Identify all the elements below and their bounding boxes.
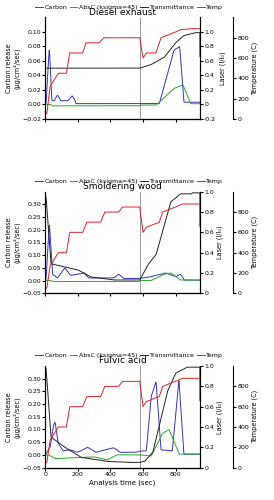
- Legend: Carbon, AbsC (ksigma=45), Transmittance, Temp: Carbon, AbsC (ksigma=45), Transmittance,…: [33, 350, 226, 361]
- X-axis label: Analysis time (sec): Analysis time (sec): [89, 480, 156, 486]
- Y-axis label: Temperature (C): Temperature (C): [252, 390, 259, 444]
- Y-axis label: Laser (I/I₀): Laser (I/I₀): [219, 52, 226, 85]
- Y-axis label: Laser (I/I₀): Laser (I/I₀): [217, 226, 223, 259]
- Y-axis label: Laser (I/I₀): Laser (I/I₀): [217, 400, 223, 434]
- Title: Fulvic acid: Fulvic acid: [99, 356, 147, 366]
- Title: Smoldering wood: Smoldering wood: [83, 182, 162, 191]
- Legend: Carbon, AbsC (ksigma=45), Transmittance, Temp: Carbon, AbsC (ksigma=45), Transmittance,…: [33, 2, 226, 12]
- Legend: Carbon, AbsC (ksigma=45), Transmittance, Temp: Carbon, AbsC (ksigma=45), Transmittance,…: [33, 176, 226, 186]
- Title: Diesel exhaust: Diesel exhaust: [89, 8, 156, 16]
- Y-axis label: Carbon release
(μg/cm²/sec): Carbon release (μg/cm²/sec): [6, 392, 21, 442]
- Y-axis label: Carbon release
(μg/cm²/sec): Carbon release (μg/cm²/sec): [6, 218, 21, 268]
- Y-axis label: Carbon release
(μg/cm²/sec): Carbon release (μg/cm²/sec): [6, 44, 21, 93]
- Y-axis label: Temperature (C): Temperature (C): [252, 216, 259, 269]
- Y-axis label: Temperature (C): Temperature (C): [252, 42, 259, 94]
